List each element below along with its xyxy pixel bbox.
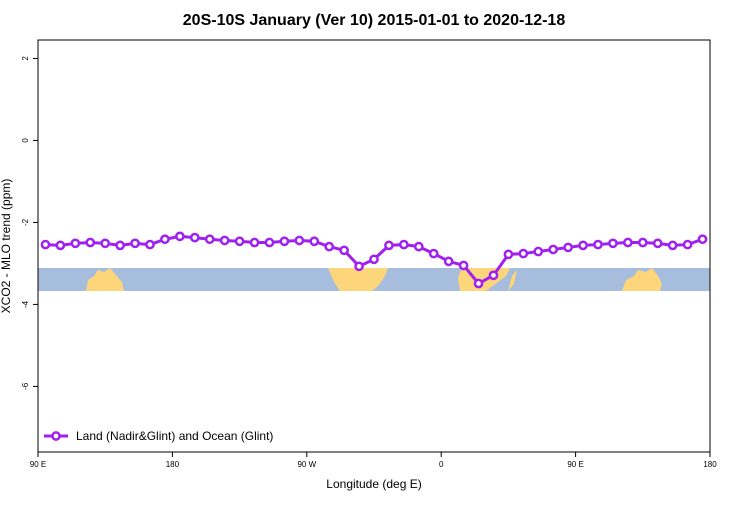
x-tick-label: 90 W: [297, 460, 316, 469]
legend-label: Land (Nadir&Glint) and Ocean (Glint): [76, 429, 273, 443]
data-point: [219, 235, 230, 246]
data-point: [70, 238, 81, 249]
y-tick-label: 0: [21, 138, 30, 143]
data-point: [85, 237, 96, 248]
data-point: [428, 248, 439, 259]
data-point: [189, 232, 200, 243]
data-point: [533, 246, 544, 257]
data-point: [443, 256, 454, 267]
x-tick-label: 90 E: [567, 460, 583, 469]
y-tick-label: -6: [21, 382, 30, 390]
data-point: [130, 238, 140, 249]
data-point: [399, 239, 409, 250]
data-point: [488, 270, 499, 281]
land-shape: [328, 268, 388, 291]
legend-marker: [51, 431, 61, 441]
data-point: [369, 254, 379, 265]
x-tick-label: 90 E: [30, 460, 46, 469]
y-tick-label: 2: [21, 56, 30, 61]
data-point: [563, 242, 573, 253]
data-point: [652, 238, 663, 249]
data-point: [548, 244, 559, 255]
x-axis-title: Longitude (deg E): [326, 477, 421, 491]
data-point: [264, 237, 275, 248]
data-point: [682, 239, 693, 250]
data-point: [40, 239, 51, 250]
map-strip: [38, 268, 710, 291]
y-axis-title: XCO2 - MLO trend (ppm): [0, 179, 13, 314]
data-point: [115, 240, 125, 251]
data-point: [608, 238, 618, 249]
data-point: [697, 234, 708, 245]
data-point: [249, 237, 260, 248]
data-point: [100, 238, 111, 249]
data-point: [324, 241, 335, 252]
data-point: [593, 239, 603, 250]
data-point: [354, 261, 364, 272]
data-point: [279, 236, 290, 247]
x-tick-label: 180: [166, 460, 180, 469]
data-point: [175, 231, 185, 242]
plot-frame: [37, 39, 711, 453]
land-shape: [86, 268, 124, 291]
data-point: [503, 249, 514, 260]
land-shape: [622, 268, 662, 291]
data-point: [339, 245, 349, 256]
x-tick-label: 180: [703, 460, 717, 469]
data-point: [667, 240, 678, 251]
data-point: [145, 239, 155, 250]
chart-title: 20S-10S January (Ver 10) 2015-01-01 to 2…: [183, 12, 566, 29]
data-point: [473, 278, 484, 289]
data-point: [578, 240, 588, 251]
plot-area: [40, 231, 708, 289]
data-point: [623, 237, 633, 248]
y-tick-label: -2: [21, 218, 30, 226]
data-point: [309, 236, 320, 247]
data-point: [55, 240, 66, 251]
data-point: [637, 237, 648, 248]
data-point: [234, 236, 245, 247]
data-point: [384, 240, 394, 251]
x-tick-label: 0: [439, 460, 444, 469]
data-point: [160, 234, 170, 245]
data-point: [413, 241, 424, 252]
y-tick-label: -4: [21, 300, 30, 308]
data-point: [294, 235, 305, 246]
data-point: [518, 248, 529, 259]
data-point: [458, 260, 469, 271]
data-point: [204, 234, 215, 245]
